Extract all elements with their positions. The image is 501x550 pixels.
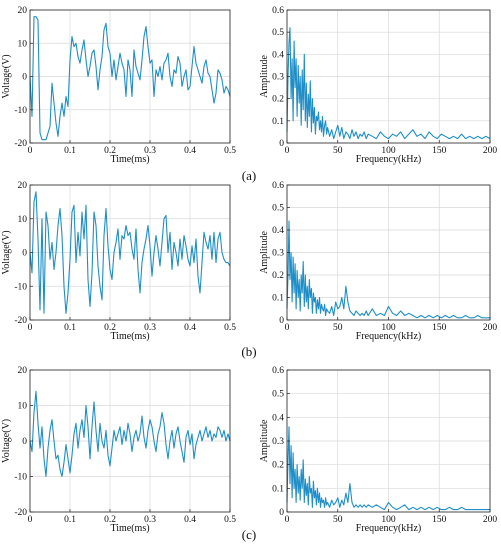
y-axis-label: Amplitude xyxy=(259,231,270,274)
y-tick-label: -10 xyxy=(14,106,27,116)
y-tick-label: 0.4 xyxy=(272,413,284,423)
x-tick-label: 0 xyxy=(285,146,290,156)
panel-label-a: (a) xyxy=(241,168,257,183)
y-tick-label: 20 xyxy=(18,181,28,191)
y-tick-label: -20 xyxy=(14,316,27,326)
y-tick-label: 0.2 xyxy=(272,95,284,105)
x-tick-label: 0.4 xyxy=(184,515,196,525)
x-tick-label: 100 xyxy=(381,515,396,525)
x-tick-label: 100 xyxy=(381,146,396,156)
x-tick-label: 0 xyxy=(28,323,33,333)
x-tick-label: 0.1 xyxy=(64,146,76,156)
x-tick-label: 200 xyxy=(483,323,498,333)
x-tick-label: 0.3 xyxy=(144,146,156,156)
x-tick-label: 0.5 xyxy=(224,146,236,156)
y-tick-label: 0.6 xyxy=(272,181,284,191)
chart-freq-1: 0 50 100 150 200 0 0.1 0.2 0.3 0.4 0.5 0.6 Frequency… xyxy=(259,181,497,342)
y-tick-label: -20 xyxy=(14,508,27,518)
x-tick-label: 0.5 xyxy=(224,515,236,525)
x-tick-label: 100 xyxy=(381,323,396,333)
y-tick-label: 0.5 xyxy=(272,28,284,38)
y-tick-label: -20 xyxy=(14,139,27,149)
y-tick-label: 0 xyxy=(22,73,27,83)
x-axis-label: Time(ms) xyxy=(110,154,149,165)
x-axis-label: Frequency(kHz) xyxy=(356,154,422,165)
x-tick-label: 50 xyxy=(333,146,343,156)
x-tick-label: 0.4 xyxy=(184,146,196,156)
chart-time-0: 0 0.1 0.2 0.3 0.4 0.5 -20 -10 0 10 20 Time(ms) Volta… xyxy=(1,6,236,165)
x-tick-label: 0 xyxy=(285,515,290,525)
y-tick-label: 0.1 xyxy=(272,294,284,304)
y-tick-label: 10 xyxy=(18,402,28,412)
x-tick-label: 150 xyxy=(432,323,447,333)
y-tick-label: 0.5 xyxy=(272,390,284,400)
y-tick-label: 0 xyxy=(279,139,284,149)
y-tick-label: 0.3 xyxy=(272,73,284,83)
series-line xyxy=(286,220,490,319)
x-tick-label: 0.2 xyxy=(104,146,116,156)
y-tick-label: 10 xyxy=(18,215,28,225)
y-tick-label: -10 xyxy=(14,282,27,292)
y-tick-label: 0.4 xyxy=(272,226,284,236)
x-tick-label: 0.3 xyxy=(144,323,156,333)
series-line xyxy=(286,27,491,140)
x-axis-label: Time(ms) xyxy=(110,523,149,534)
y-tick-label: 0.3 xyxy=(272,249,284,259)
series-line xyxy=(29,16,231,141)
x-axis-label: Frequency(kHz) xyxy=(356,523,422,534)
y-tick-label: 0.3 xyxy=(272,437,284,447)
y-axis-label: Voltage(V) xyxy=(1,230,12,274)
x-tick-label: 150 xyxy=(432,146,447,156)
y-tick-label: 0 xyxy=(279,316,284,326)
chart-time-1: 0 0.1 0.2 0.3 0.4 0.5 -20 -10 0 10 20 Time(ms) Volta… xyxy=(1,181,236,342)
x-tick-label: 200 xyxy=(483,515,498,525)
chart-freq-2: 0 50 100 150 200 0 0.1 0.2 0.3 0.4 0.5 0.6 Frequency… xyxy=(259,366,497,534)
y-tick-label: 0 xyxy=(22,249,27,259)
x-tick-label: 50 xyxy=(333,515,343,525)
x-tick-label: 0 xyxy=(285,323,290,333)
series-line xyxy=(29,390,231,478)
x-tick-label: 200 xyxy=(483,146,498,156)
y-tick-label: 0.2 xyxy=(272,461,284,471)
y-tick-label: 0 xyxy=(22,437,27,447)
y-tick-label: 0 xyxy=(279,508,284,518)
x-tick-label: 0.4 xyxy=(184,323,196,333)
panel-label-b: (b) xyxy=(241,344,257,359)
x-tick-label: 0.1 xyxy=(64,515,76,525)
y-tick-label: 0.1 xyxy=(272,484,284,494)
x-tick-label: 0.2 xyxy=(104,515,116,525)
x-tick-label: 0.2 xyxy=(104,323,116,333)
x-axis-label: Time(ms) xyxy=(110,331,149,342)
x-tick-label: 0 xyxy=(28,146,33,156)
y-tick-label: 0.6 xyxy=(272,6,284,16)
x-tick-label: 50 xyxy=(333,323,343,333)
panel-label-c: (c) xyxy=(241,527,257,542)
series-line xyxy=(286,426,490,511)
y-tick-label: -10 xyxy=(14,473,27,483)
x-tick-label: 0.5 xyxy=(224,323,236,333)
x-tick-label: 150 xyxy=(432,515,447,525)
y-tick-label: 0.5 xyxy=(272,204,284,214)
y-axis-label: Voltage(V) xyxy=(1,54,12,98)
y-tick-label: 20 xyxy=(18,6,28,16)
chart-freq-0: 0 50 100 150 200 0 0.1 0.2 0.3 0.4 0.5 0.6 Frequency… xyxy=(259,6,497,165)
chart-time-2: 0 0.1 0.2 0.3 0.4 0.5 -20 -10 0 10 20 Time(ms) Volta… xyxy=(1,366,236,534)
y-axis-label: Amplitude xyxy=(259,55,270,98)
y-tick-label: 0.4 xyxy=(272,50,284,60)
y-tick-label: 0.2 xyxy=(272,271,284,281)
y-tick-label: 0.6 xyxy=(272,366,284,376)
series-line xyxy=(29,191,231,314)
y-axis-label: Voltage(V) xyxy=(1,419,12,463)
x-tick-label: 0.3 xyxy=(144,515,156,525)
y-tick-label: 0.1 xyxy=(272,117,284,127)
y-axis-label: Amplitude xyxy=(259,419,270,462)
x-tick-label: 0 xyxy=(28,515,33,525)
y-tick-label: 10 xyxy=(18,39,28,49)
y-tick-label: 20 xyxy=(18,366,28,376)
x-tick-label: 0.1 xyxy=(64,323,76,333)
x-axis-label: Frequency(kHz) xyxy=(356,331,422,342)
